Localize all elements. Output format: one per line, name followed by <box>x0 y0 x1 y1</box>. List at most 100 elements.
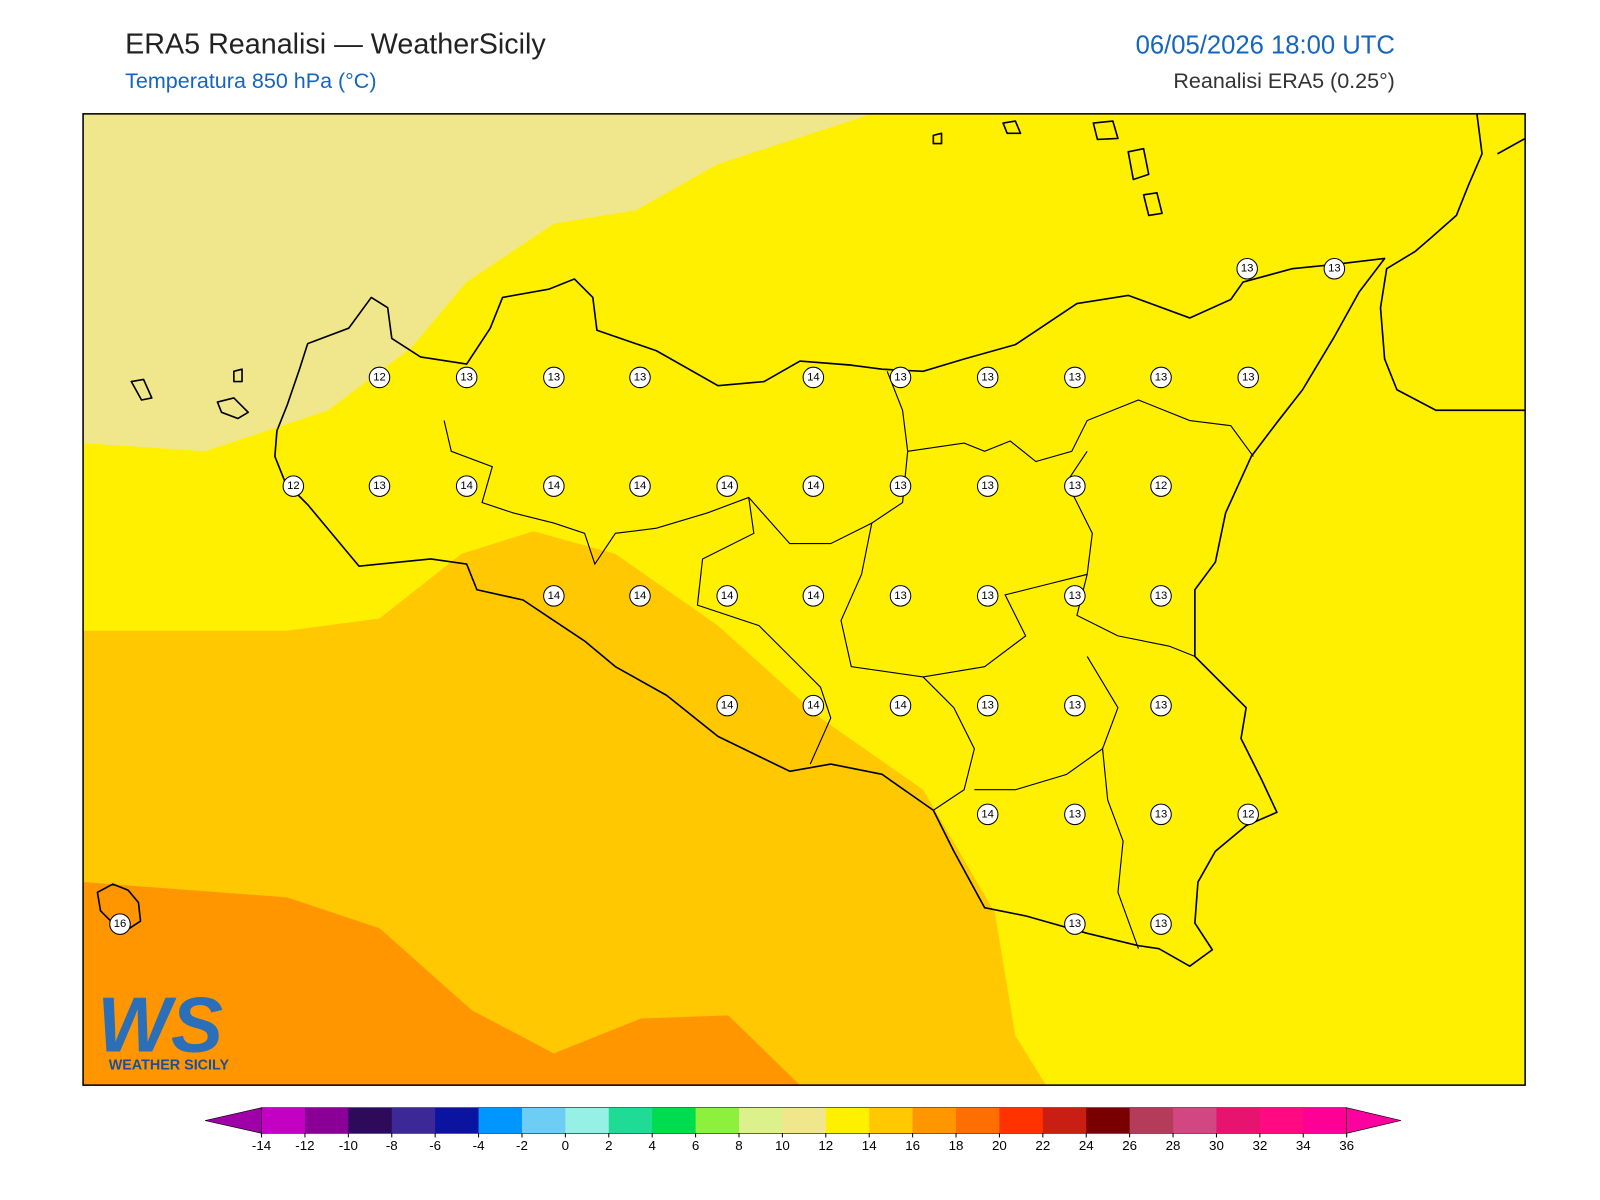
colorbar-bin <box>1259 1107 1304 1134</box>
station: 14 <box>802 694 825 717</box>
station-marker <box>629 585 651 607</box>
station-marker <box>1150 913 1172 935</box>
colorbar-bin <box>869 1107 914 1134</box>
colorbar-bin <box>738 1107 783 1134</box>
station-value: 13 <box>1155 590 1168 602</box>
coastline <box>1497 137 1526 155</box>
station-marker <box>802 475 825 497</box>
station-value: 14 <box>807 371 820 383</box>
colorbar-label: 18 <box>949 1138 964 1153</box>
station-value: 14 <box>981 808 994 820</box>
station-marker <box>1150 803 1172 826</box>
logo-mark: WS <box>97 980 223 1068</box>
station-marker <box>976 475 999 497</box>
station-value: 13 <box>1069 590 1082 602</box>
station-value: 12 <box>287 480 300 492</box>
station-marker <box>455 366 478 389</box>
station-marker <box>109 913 131 935</box>
province-border <box>696 450 1196 949</box>
station: 12 <box>282 475 305 497</box>
colorbar-label: 6 <box>692 1138 699 1153</box>
station-value: 14 <box>548 590 561 602</box>
station-marker <box>1064 803 1086 826</box>
station-value: 13 <box>460 371 473 383</box>
station-value: 14 <box>721 700 734 712</box>
station: 13 <box>1064 913 1086 935</box>
station-marker <box>1150 694 1172 717</box>
colorbar-label: 4 <box>648 1138 656 1153</box>
colorbar-label: -8 <box>386 1138 398 1153</box>
colorbar-bin <box>435 1107 480 1134</box>
station: 13 <box>889 475 912 497</box>
station-marker <box>716 585 738 607</box>
station-marker <box>543 366 565 389</box>
colorbar-bin <box>391 1107 436 1134</box>
colorbar-bin <box>956 1107 1000 1134</box>
colorbar-label: -4 <box>473 1138 485 1153</box>
station-marker <box>629 366 651 389</box>
station-marker <box>716 694 738 717</box>
station: 13 <box>455 366 478 389</box>
station: 13 <box>889 366 912 389</box>
station-value: 14 <box>807 480 820 492</box>
station: 13 <box>1150 913 1172 935</box>
colorbar-bin <box>912 1107 957 1134</box>
station: 13 <box>976 585 999 607</box>
station: 14 <box>802 585 825 607</box>
station-marker <box>976 694 999 717</box>
colorbar-label: 22 <box>1035 1138 1050 1153</box>
station-value: 14 <box>721 590 734 602</box>
station: 16 <box>109 913 131 935</box>
station: 14 <box>716 475 738 497</box>
station: 13 <box>368 475 391 497</box>
station-value: 13 <box>894 371 907 383</box>
island <box>932 120 1163 217</box>
station-marker <box>889 475 912 497</box>
station-marker <box>543 475 565 497</box>
colorbar-label: 10 <box>775 1138 790 1153</box>
province-border <box>443 371 909 566</box>
station: 13 <box>1323 257 1346 280</box>
colorbar-bin <box>1303 1107 1348 1134</box>
island <box>96 883 142 931</box>
colorbar-bin <box>1173 1107 1217 1134</box>
station-marker <box>455 475 478 497</box>
colorbar-frame <box>261 1107 1347 1134</box>
station-marker <box>889 366 912 389</box>
colorbar-bin <box>1086 1107 1131 1134</box>
station: 14 <box>802 366 825 389</box>
colorbar-bin <box>825 1107 870 1134</box>
station: 13 <box>1064 475 1086 497</box>
station-marker <box>368 366 391 389</box>
colorbar-bin <box>782 1107 827 1134</box>
station-marker <box>889 694 912 717</box>
station-marker <box>889 585 912 607</box>
station: 13 <box>1150 585 1172 607</box>
colorbar-label: 16 <box>905 1138 920 1153</box>
station-marker <box>1064 366 1086 389</box>
station-marker <box>802 585 825 607</box>
station-marker <box>716 475 738 497</box>
station-value: 12 <box>1242 808 1255 820</box>
colorbar-label: 0 <box>562 1138 569 1153</box>
station-value: 12 <box>1155 480 1168 492</box>
colorbar-label: 24 <box>1079 1138 1094 1153</box>
colorbar-label: -14 <box>252 1138 272 1153</box>
colorbar-label: 30 <box>1209 1138 1224 1153</box>
station-value: 13 <box>634 371 647 383</box>
station-marker <box>1236 257 1258 280</box>
station: 14 <box>543 475 565 497</box>
station-value: 13 <box>1241 263 1254 275</box>
station-value: 13 <box>1155 808 1168 820</box>
stations: 13 13 12 13 13 13 14 13 13 13 13 13 12 13 14 14 14 14 14 13… <box>109 257 1346 935</box>
station-value: 13 <box>1069 480 1082 492</box>
station-marker <box>976 366 999 389</box>
subtitle: Temperatura 850 hPa (°C) <box>125 69 376 93</box>
station-value: 12 <box>373 371 386 383</box>
station-marker <box>1150 475 1172 497</box>
station-value: 14 <box>807 700 820 712</box>
station: 13 <box>629 366 651 389</box>
station: 13 <box>1150 694 1172 717</box>
station-value: 13 <box>1069 371 1082 383</box>
